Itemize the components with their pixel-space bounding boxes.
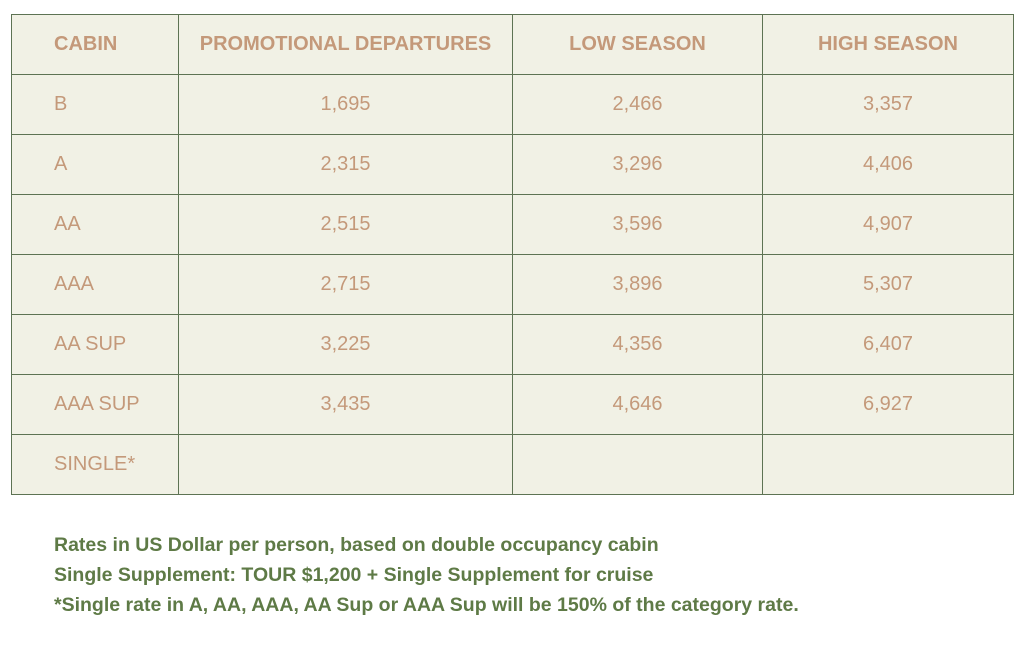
cabin-cell: SINGLE* [11,434,179,495]
low-season-price-cell [512,434,763,495]
header-row: CABIN PROMOTIONAL DEPARTURES LOW SEASON … [11,14,1014,75]
high-season-price-cell: 5,307 [762,254,1014,315]
header-high-season: HIGH SEASON [762,14,1014,75]
low-season-price-cell: 3,596 [512,194,763,255]
table-row: A 2,315 3,296 4,406 [11,134,1014,195]
high-season-price-cell: 6,927 [762,374,1014,435]
table-header: CABIN PROMOTIONAL DEPARTURES LOW SEASON … [11,14,1014,75]
promotional-price-cell: 3,435 [178,374,513,435]
low-season-price-cell: 4,646 [512,374,763,435]
header-cabin: CABIN [11,14,179,75]
cabin-cell: B [11,74,179,135]
header-low-season: LOW SEASON [512,14,763,75]
cabin-cell: AAA [11,254,179,315]
promotional-price-cell [178,434,513,495]
table-row: AA SUP 3,225 4,356 6,407 [11,314,1014,375]
cabin-cell: AA [11,194,179,255]
promotional-price-cell: 1,695 [178,74,513,135]
table-row: AA 2,515 3,596 4,907 [11,194,1014,255]
table-body: B 1,695 2,466 3,357 A 2,315 3,296 4,406 … [11,74,1014,495]
low-season-price-cell: 3,296 [512,134,763,195]
table-row: B 1,695 2,466 3,357 [11,74,1014,135]
promotional-price-cell: 3,225 [178,314,513,375]
note-single-rate: *Single rate in A, AA, AAA, AA Sup or AA… [54,594,799,616]
cabin-cell: AAA SUP [11,374,179,435]
low-season-price-cell: 2,466 [512,74,763,135]
high-season-price-cell: 4,907 [762,194,1014,255]
cabin-cell: AA SUP [11,314,179,375]
high-season-price-cell: 3,357 [762,74,1014,135]
promotional-price-cell: 2,515 [178,194,513,255]
header-promotional-departures: PROMOTIONAL DEPARTURES [178,14,513,75]
table-row: AAA 2,715 3,896 5,307 [11,254,1014,315]
table-row: AAA SUP 3,435 4,646 6,927 [11,374,1014,435]
high-season-price-cell [762,434,1014,495]
low-season-price-cell: 3,896 [512,254,763,315]
note-currency-basis: Rates in US Dollar per person, based on … [54,534,659,556]
note-single-supplement: Single Supplement: TOUR $1,200 + Single … [54,564,654,586]
high-season-price-cell: 6,407 [762,314,1014,375]
cabin-rates-table: CABIN PROMOTIONAL DEPARTURES LOW SEASON … [11,14,1014,495]
cabin-cell: A [11,134,179,195]
promotional-price-cell: 2,715 [178,254,513,315]
low-season-price-cell: 4,356 [512,314,763,375]
rate-notes: Rates in US Dollar per person, based on … [54,530,799,620]
table-row: SINGLE* [11,434,1014,495]
high-season-price-cell: 4,406 [762,134,1014,195]
promotional-price-cell: 2,315 [178,134,513,195]
